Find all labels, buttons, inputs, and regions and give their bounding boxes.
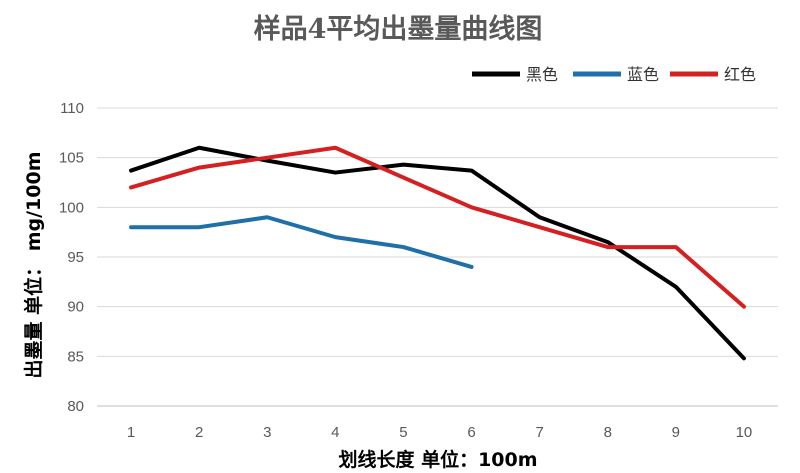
legend-label-2: 红色 xyxy=(724,65,756,84)
y-tick-label: 105 xyxy=(59,150,84,167)
series-line-1 xyxy=(129,215,474,269)
y-tick-label: 90 xyxy=(67,299,84,316)
legend: 黑色 蓝色 红色 xyxy=(472,65,756,84)
x-axis-title: 划线长度 单位：100m xyxy=(338,448,537,471)
legend-label-0: 黑色 xyxy=(526,65,558,84)
gridlines xyxy=(97,107,778,407)
series-line-2 xyxy=(129,145,746,309)
x-tick-label: 10 xyxy=(736,424,753,441)
x-tick-label: 9 xyxy=(672,424,680,441)
y-axis-ticks: 80 85 90 95 100 105 110 xyxy=(59,100,84,415)
x-tick-label: 3 xyxy=(263,424,271,441)
y-tick-label: 110 xyxy=(60,100,84,117)
y-tick-label: 85 xyxy=(67,348,84,365)
series-lines xyxy=(129,145,746,361)
x-axis-ticks: 1 2 3 4 5 6 7 8 9 10 xyxy=(127,424,752,441)
x-tick-label: 5 xyxy=(399,424,407,441)
x-tick-label: 6 xyxy=(467,424,475,441)
series-line-0 xyxy=(129,145,746,361)
x-tick-label: 8 xyxy=(604,424,612,441)
y-tick-label: 100 xyxy=(59,199,84,216)
x-tick-label: 4 xyxy=(331,424,339,441)
y-tick-label: 80 xyxy=(67,398,84,415)
y-axis-title: 出墨量 单位： mg/100m xyxy=(22,151,45,378)
x-tick-label: 7 xyxy=(535,424,543,441)
x-tick-label: 1 xyxy=(127,424,135,441)
y-tick-label: 95 xyxy=(67,249,84,266)
legend-label-1: 蓝色 xyxy=(627,65,659,84)
x-tick-label: 2 xyxy=(195,424,203,441)
chart-title: 样品4平均出墨量曲线图 xyxy=(254,13,543,45)
